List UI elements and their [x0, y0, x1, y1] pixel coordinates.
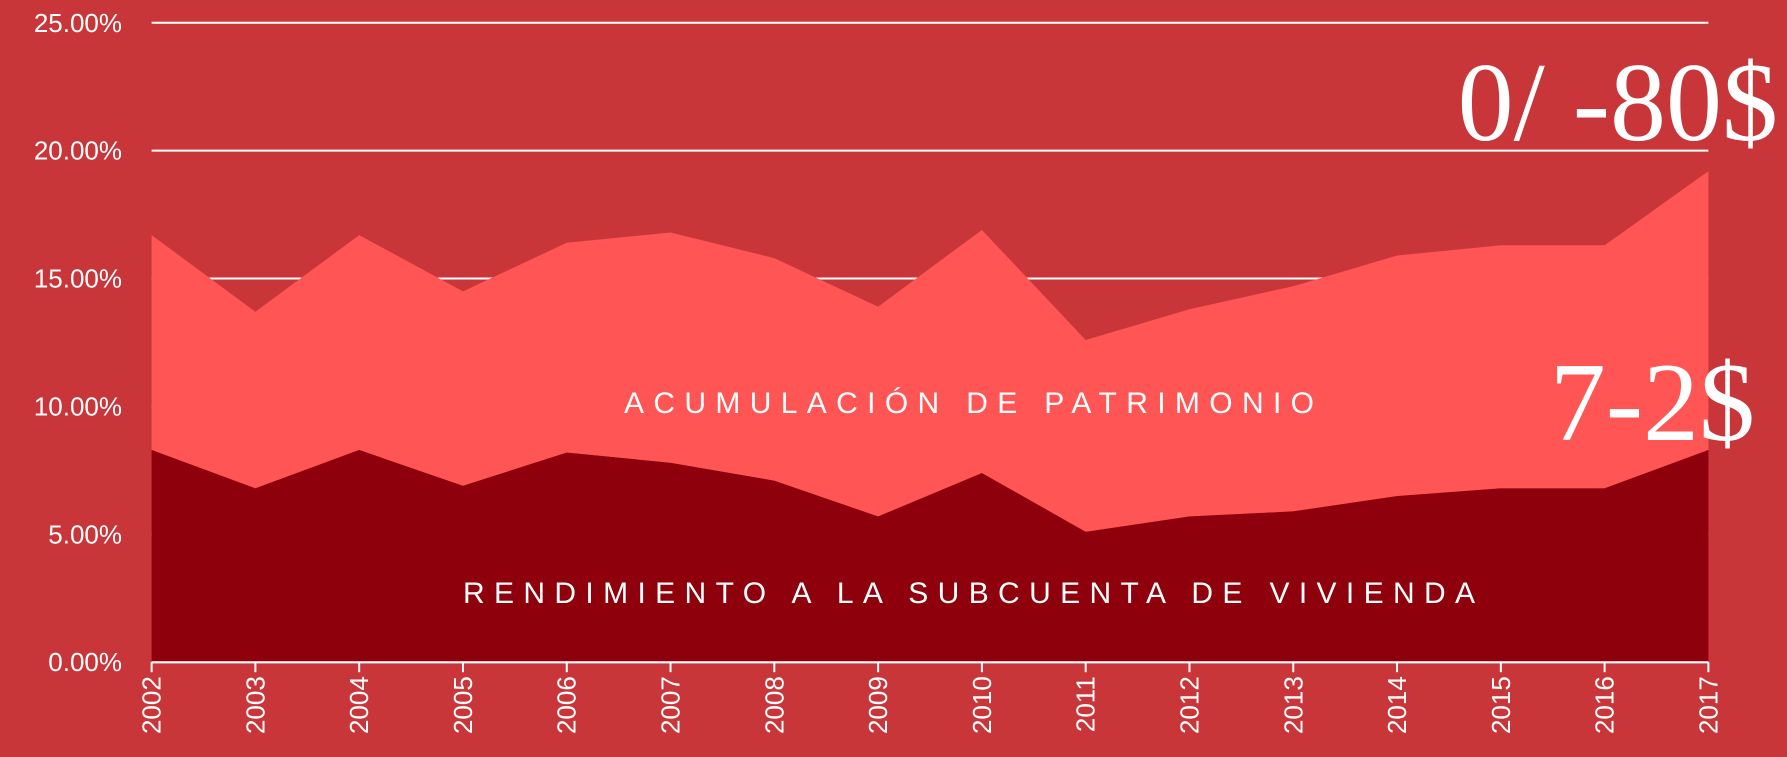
- x-tick-label: 2002: [137, 676, 167, 734]
- series-label: RENDIMIENTO A LA SUBCUENTA DE VIVIENDA: [463, 577, 1475, 610]
- x-tick-label: 2005: [448, 676, 478, 734]
- x-tick-label: 2010: [967, 676, 997, 734]
- y-tick-label: 15.00%: [34, 264, 122, 294]
- x-tick-label: 2007: [656, 676, 686, 734]
- x-tick-label: 2017: [1693, 676, 1723, 734]
- x-tick-label: 2014: [1382, 676, 1412, 734]
- x-tick-label: 2003: [240, 676, 270, 734]
- y-tick-label: 20.00%: [34, 136, 122, 166]
- annotation: 7-2$: [1550, 341, 1755, 465]
- x-tick-label: 2013: [1278, 676, 1308, 734]
- y-tick-label: 25.00%: [34, 8, 122, 38]
- axes: 0.00% 5.00% 10.00% 15.00% 20.00% 25.00% 2002 20…: [34, 8, 1724, 734]
- area: [151, 449, 1709, 663]
- annotation: 0/ -80$: [1458, 41, 1778, 165]
- y-tick-label: 0.00%: [48, 647, 122, 677]
- x-tick-label: 2004: [344, 676, 374, 734]
- x-tick-label: 2012: [1174, 676, 1204, 734]
- x-tick-label: 2016: [1590, 676, 1620, 734]
- x-tick-label: 2009: [863, 676, 893, 734]
- areas: [151, 171, 1709, 663]
- x-tick-label: 2011: [1071, 676, 1101, 732]
- area: [151, 171, 1709, 532]
- x-tick-label: 2008: [759, 676, 789, 734]
- x-tick-label: 2006: [552, 676, 582, 734]
- x-tick-label: 2015: [1486, 676, 1516, 734]
- y-tick-label: 10.00%: [34, 391, 122, 421]
- y-tick-label: 5.00%: [48, 519, 122, 549]
- series-label: ACUMULACIÓN DE PATRIMONIO: [624, 387, 1314, 420]
